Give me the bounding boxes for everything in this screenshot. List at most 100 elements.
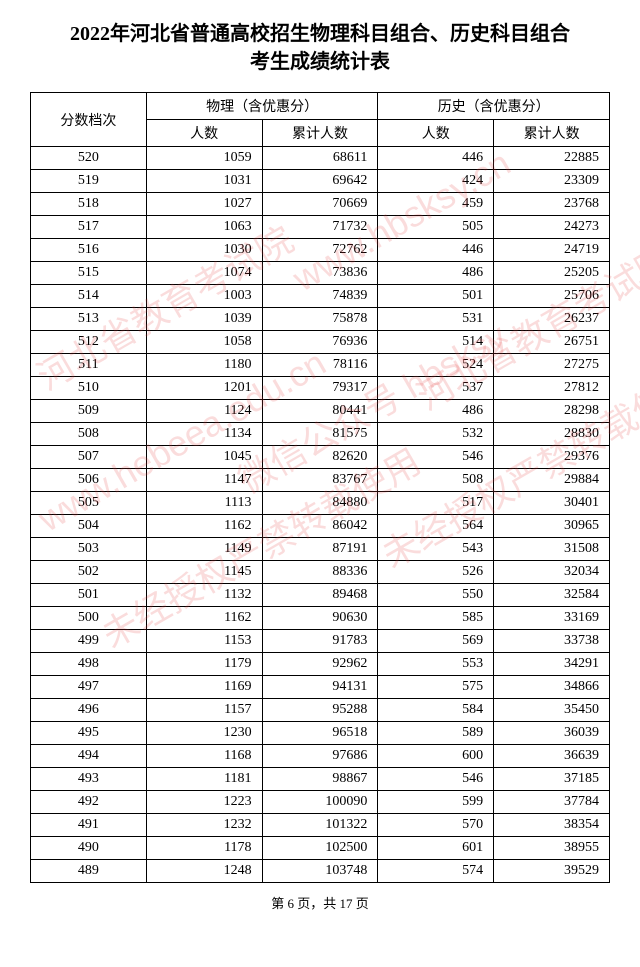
value-cell: 33169	[494, 607, 610, 630]
score-cell: 519	[31, 170, 147, 193]
value-cell: 80441	[262, 400, 378, 423]
value-cell: 1162	[146, 607, 262, 630]
score-cell: 506	[31, 469, 147, 492]
header-score: 分数档次	[31, 93, 147, 147]
value-cell: 88336	[262, 561, 378, 584]
score-table: 分数档次 物理（含优惠分） 历史（含优惠分） 人数 累计人数 人数 累计人数 5…	[30, 92, 610, 883]
value-cell: 89468	[262, 584, 378, 607]
value-cell: 486	[378, 400, 494, 423]
value-cell: 1039	[146, 308, 262, 331]
value-cell: 459	[378, 193, 494, 216]
value-cell: 30401	[494, 492, 610, 515]
value-cell: 1027	[146, 193, 262, 216]
value-cell: 22885	[494, 147, 610, 170]
value-cell: 71732	[262, 216, 378, 239]
value-cell: 1248	[146, 860, 262, 883]
score-cell: 496	[31, 699, 147, 722]
value-cell: 585	[378, 607, 494, 630]
value-cell: 36639	[494, 745, 610, 768]
value-cell: 32034	[494, 561, 610, 584]
value-cell: 76936	[262, 331, 378, 354]
header-history-cumulative: 累计人数	[494, 120, 610, 147]
table-row: 51410037483950125706	[31, 285, 610, 308]
score-cell: 495	[31, 722, 147, 745]
value-cell: 1145	[146, 561, 262, 584]
value-cell: 24719	[494, 239, 610, 262]
table-row: 50911248044148628298	[31, 400, 610, 423]
value-cell: 1031	[146, 170, 262, 193]
value-cell: 32584	[494, 584, 610, 607]
value-cell: 584	[378, 699, 494, 722]
value-cell: 1230	[146, 722, 262, 745]
score-cell: 510	[31, 377, 147, 400]
value-cell: 72762	[262, 239, 378, 262]
value-cell: 37185	[494, 768, 610, 791]
value-cell: 1147	[146, 469, 262, 492]
score-cell: 512	[31, 331, 147, 354]
value-cell: 1178	[146, 837, 262, 860]
table-row: 489124810374857439529	[31, 860, 610, 883]
table-row: 49512309651858936039	[31, 722, 610, 745]
value-cell: 28830	[494, 423, 610, 446]
value-cell: 98867	[262, 768, 378, 791]
score-cell: 508	[31, 423, 147, 446]
value-cell: 1223	[146, 791, 262, 814]
value-cell: 24273	[494, 216, 610, 239]
value-cell: 1157	[146, 699, 262, 722]
value-cell: 83767	[262, 469, 378, 492]
value-cell: 96518	[262, 722, 378, 745]
value-cell: 25205	[494, 262, 610, 285]
value-cell: 1179	[146, 653, 262, 676]
value-cell: 81575	[262, 423, 378, 446]
score-cell: 489	[31, 860, 147, 883]
value-cell: 514	[378, 331, 494, 354]
value-cell: 84880	[262, 492, 378, 515]
table-row: 492122310009059937784	[31, 791, 610, 814]
score-cell: 518	[31, 193, 147, 216]
value-cell: 446	[378, 239, 494, 262]
score-cell: 494	[31, 745, 147, 768]
table-row: 49911539178356933738	[31, 630, 610, 653]
table-row: 51012017931753727812	[31, 377, 610, 400]
header-history-count: 人数	[378, 120, 494, 147]
table-row: 50511138488051730401	[31, 492, 610, 515]
value-cell: 424	[378, 170, 494, 193]
value-cell: 575	[378, 676, 494, 699]
score-cell: 515	[31, 262, 147, 285]
value-cell: 1063	[146, 216, 262, 239]
score-cell: 492	[31, 791, 147, 814]
value-cell: 517	[378, 492, 494, 515]
value-cell: 600	[378, 745, 494, 768]
value-cell: 38955	[494, 837, 610, 860]
table-row: 50611478376750829884	[31, 469, 610, 492]
value-cell: 70669	[262, 193, 378, 216]
value-cell: 505	[378, 216, 494, 239]
value-cell: 1003	[146, 285, 262, 308]
value-cell: 532	[378, 423, 494, 446]
value-cell: 78116	[262, 354, 378, 377]
table-row: 51310397587853126237	[31, 308, 610, 331]
value-cell: 34866	[494, 676, 610, 699]
score-cell: 501	[31, 584, 147, 607]
value-cell: 69642	[262, 170, 378, 193]
value-cell: 23309	[494, 170, 610, 193]
value-cell: 75878	[262, 308, 378, 331]
value-cell: 564	[378, 515, 494, 538]
value-cell: 543	[378, 538, 494, 561]
value-cell: 1124	[146, 400, 262, 423]
table-row: 51810277066945923768	[31, 193, 610, 216]
value-cell: 100090	[262, 791, 378, 814]
table-row: 49611579528858435450	[31, 699, 610, 722]
score-cell: 504	[31, 515, 147, 538]
page-footer: 第 6 页，共 17 页	[30, 893, 610, 912]
value-cell: 92962	[262, 653, 378, 676]
table-row: 50011629063058533169	[31, 607, 610, 630]
value-cell: 1168	[146, 745, 262, 768]
score-cell: 516	[31, 239, 147, 262]
value-cell: 446	[378, 147, 494, 170]
score-cell: 500	[31, 607, 147, 630]
value-cell: 38354	[494, 814, 610, 837]
header-physics-count: 人数	[146, 120, 262, 147]
table-row: 50411628604256430965	[31, 515, 610, 538]
value-cell: 508	[378, 469, 494, 492]
